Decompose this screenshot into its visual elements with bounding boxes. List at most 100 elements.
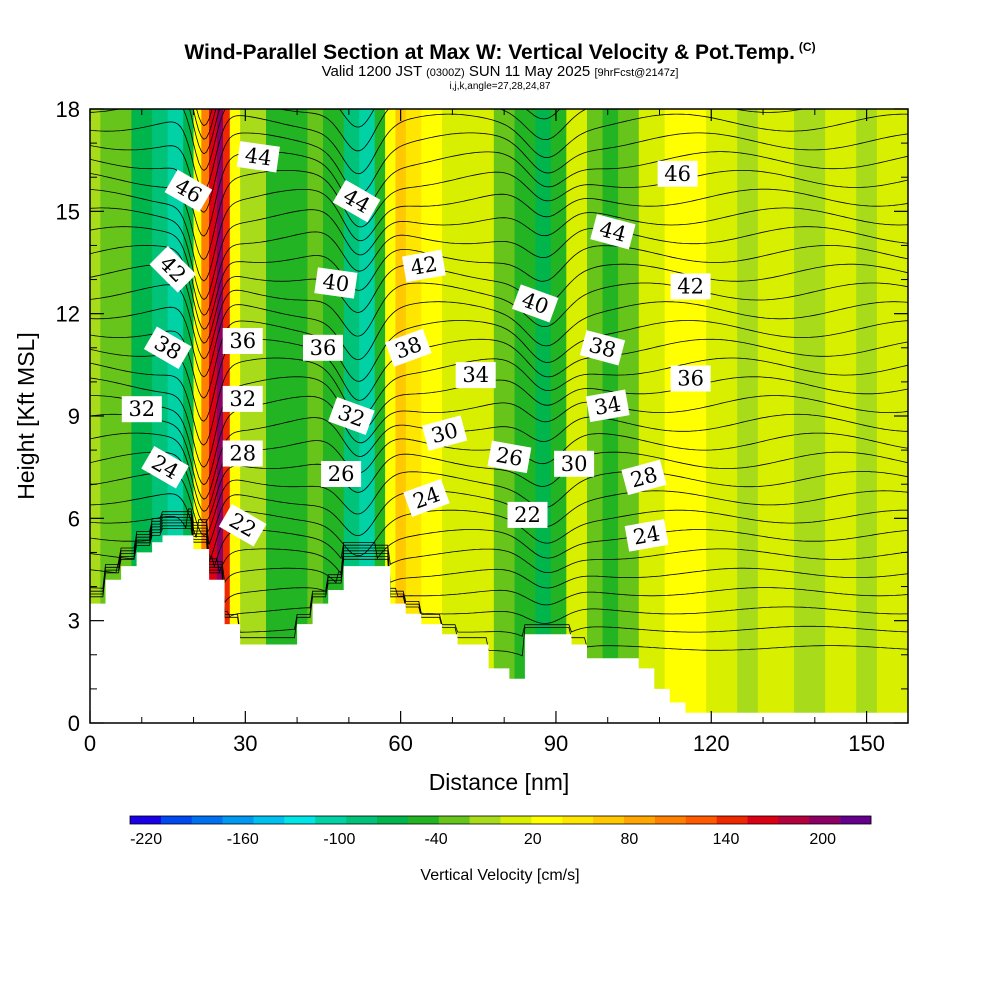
colorbar-tick-label: -160	[227, 831, 259, 848]
isentrope-line	[90, 132, 908, 213]
copyright-mark: (C)	[798, 40, 816, 54]
isentrope-line	[90, 207, 908, 301]
colorbar-tick-label: 140	[713, 831, 740, 848]
velocity-band	[706, 109, 738, 723]
isentrope-line	[90, 528, 908, 657]
colorbar-frame	[129, 815, 872, 825]
isentrope-line	[90, 395, 908, 486]
contour-label: 28	[222, 440, 263, 467]
x-tick-label: 120	[693, 731, 730, 756]
velocity-band	[638, 109, 666, 723]
contour-label-box	[579, 330, 626, 366]
velocity-band	[266, 109, 308, 723]
x-tick-label: 90	[544, 731, 568, 756]
y-tick-label: 15	[56, 199, 80, 224]
colorbar-swatch	[315, 816, 347, 824]
isentrope-line	[90, 263, 908, 344]
contour-label: 36	[222, 328, 263, 354]
contour-label-box	[670, 365, 711, 392]
contour-label-box	[314, 267, 358, 299]
y-tick-label: 0	[68, 711, 80, 736]
contour-label-text: 24	[631, 521, 661, 549]
velocity-band	[856, 109, 878, 723]
colorbar-swatch	[253, 816, 285, 824]
contour-label-text: 36	[229, 329, 256, 353]
contour-label: 44	[236, 141, 280, 173]
isentrope-line	[90, 511, 908, 568]
contour-label: 26	[321, 461, 362, 487]
contour-label: 38	[143, 326, 192, 370]
contour-label-text: 30	[561, 452, 588, 476]
contour-label-box	[328, 396, 375, 436]
colorbar-swatch	[685, 816, 717, 824]
contour-label: 30	[554, 450, 595, 477]
colorbar-swatch	[840, 816, 872, 824]
contour-label-text: 34	[462, 363, 489, 387]
contour-label-box	[624, 519, 669, 552]
contour-label-box	[222, 440, 263, 467]
contour-label: 32	[222, 385, 263, 412]
section-info: i,j,k,angle=27,28,24,87	[449, 81, 551, 92]
contour-label-box	[385, 328, 432, 367]
contour-label-box	[332, 179, 381, 223]
velocity-band	[664, 109, 707, 723]
contour-label: 42	[670, 273, 711, 300]
contour-label-text: 26	[494, 443, 524, 471]
colorbar-tick-label: 20	[524, 831, 542, 848]
colorbar-swatch	[500, 816, 532, 824]
contour-label-box	[590, 214, 636, 250]
isentrope-line	[90, 522, 908, 624]
contour-label-box	[401, 249, 446, 283]
contour-label-box	[421, 415, 468, 451]
contour-label: 36	[670, 365, 711, 392]
y-axis-title: Height [Kft MSL]	[13, 332, 39, 499]
contour-label-text: 26	[328, 462, 355, 486]
contour-label: 40	[314, 267, 358, 299]
velocity-band	[535, 109, 552, 723]
contour-label-box	[222, 385, 263, 412]
contour-label-text: 32	[128, 397, 155, 421]
colorbar-swatch	[346, 816, 378, 824]
contour-label: 32	[121, 396, 162, 423]
contour-label-box	[657, 160, 698, 187]
colorbar-swatch	[222, 816, 254, 824]
contour-label: 42	[401, 249, 446, 283]
contour-label: 36	[303, 334, 343, 361]
contour-label-box	[455, 362, 496, 389]
isentrope-line	[90, 282, 908, 360]
valid-utc: (0300Z)	[426, 67, 465, 79]
isentrope-line	[90, 113, 908, 191]
colorbar-tick-label: -40	[425, 831, 448, 848]
contour-label-text: 36	[677, 367, 704, 391]
contour-label-box	[670, 273, 711, 300]
isentrope-line	[90, 188, 908, 282]
x-tick-label: 150	[848, 731, 885, 756]
isentrope-line	[90, 451, 908, 524]
contour-label-box	[143, 326, 192, 370]
colorbar-swatch	[130, 816, 162, 824]
x-tick-label: 60	[388, 731, 412, 756]
chart-header: Wind-Parallel Section at Max W: Vertical…	[0, 36, 1000, 93]
contour-label-text: 44	[243, 143, 273, 170]
contour-label-text: 22	[514, 503, 541, 527]
contour-label-box	[236, 141, 280, 173]
contour-label: 34	[455, 362, 496, 389]
velocity-band	[201, 109, 210, 723]
terrain-mask	[90, 535, 908, 723]
colorbar-swatch	[469, 816, 501, 824]
colorbar-swatch	[593, 816, 625, 824]
isentrope-line	[90, 301, 908, 378]
contour-label-box	[164, 169, 213, 213]
x-tick-label: 0	[84, 731, 96, 756]
colorbar: -220 -160 -100 -40 20 80 140 200	[129, 815, 872, 848]
velocity-band	[395, 109, 407, 723]
isentrope-line	[90, 244, 908, 330]
isentrope-line	[90, 226, 908, 316]
contour-label-box	[507, 501, 548, 528]
contour-label-text: 36	[310, 336, 337, 360]
contour-label-box	[511, 284, 559, 323]
contour-label: 34	[585, 389, 630, 423]
contour-label-box	[554, 450, 595, 477]
isentrope-line	[90, 516, 908, 589]
